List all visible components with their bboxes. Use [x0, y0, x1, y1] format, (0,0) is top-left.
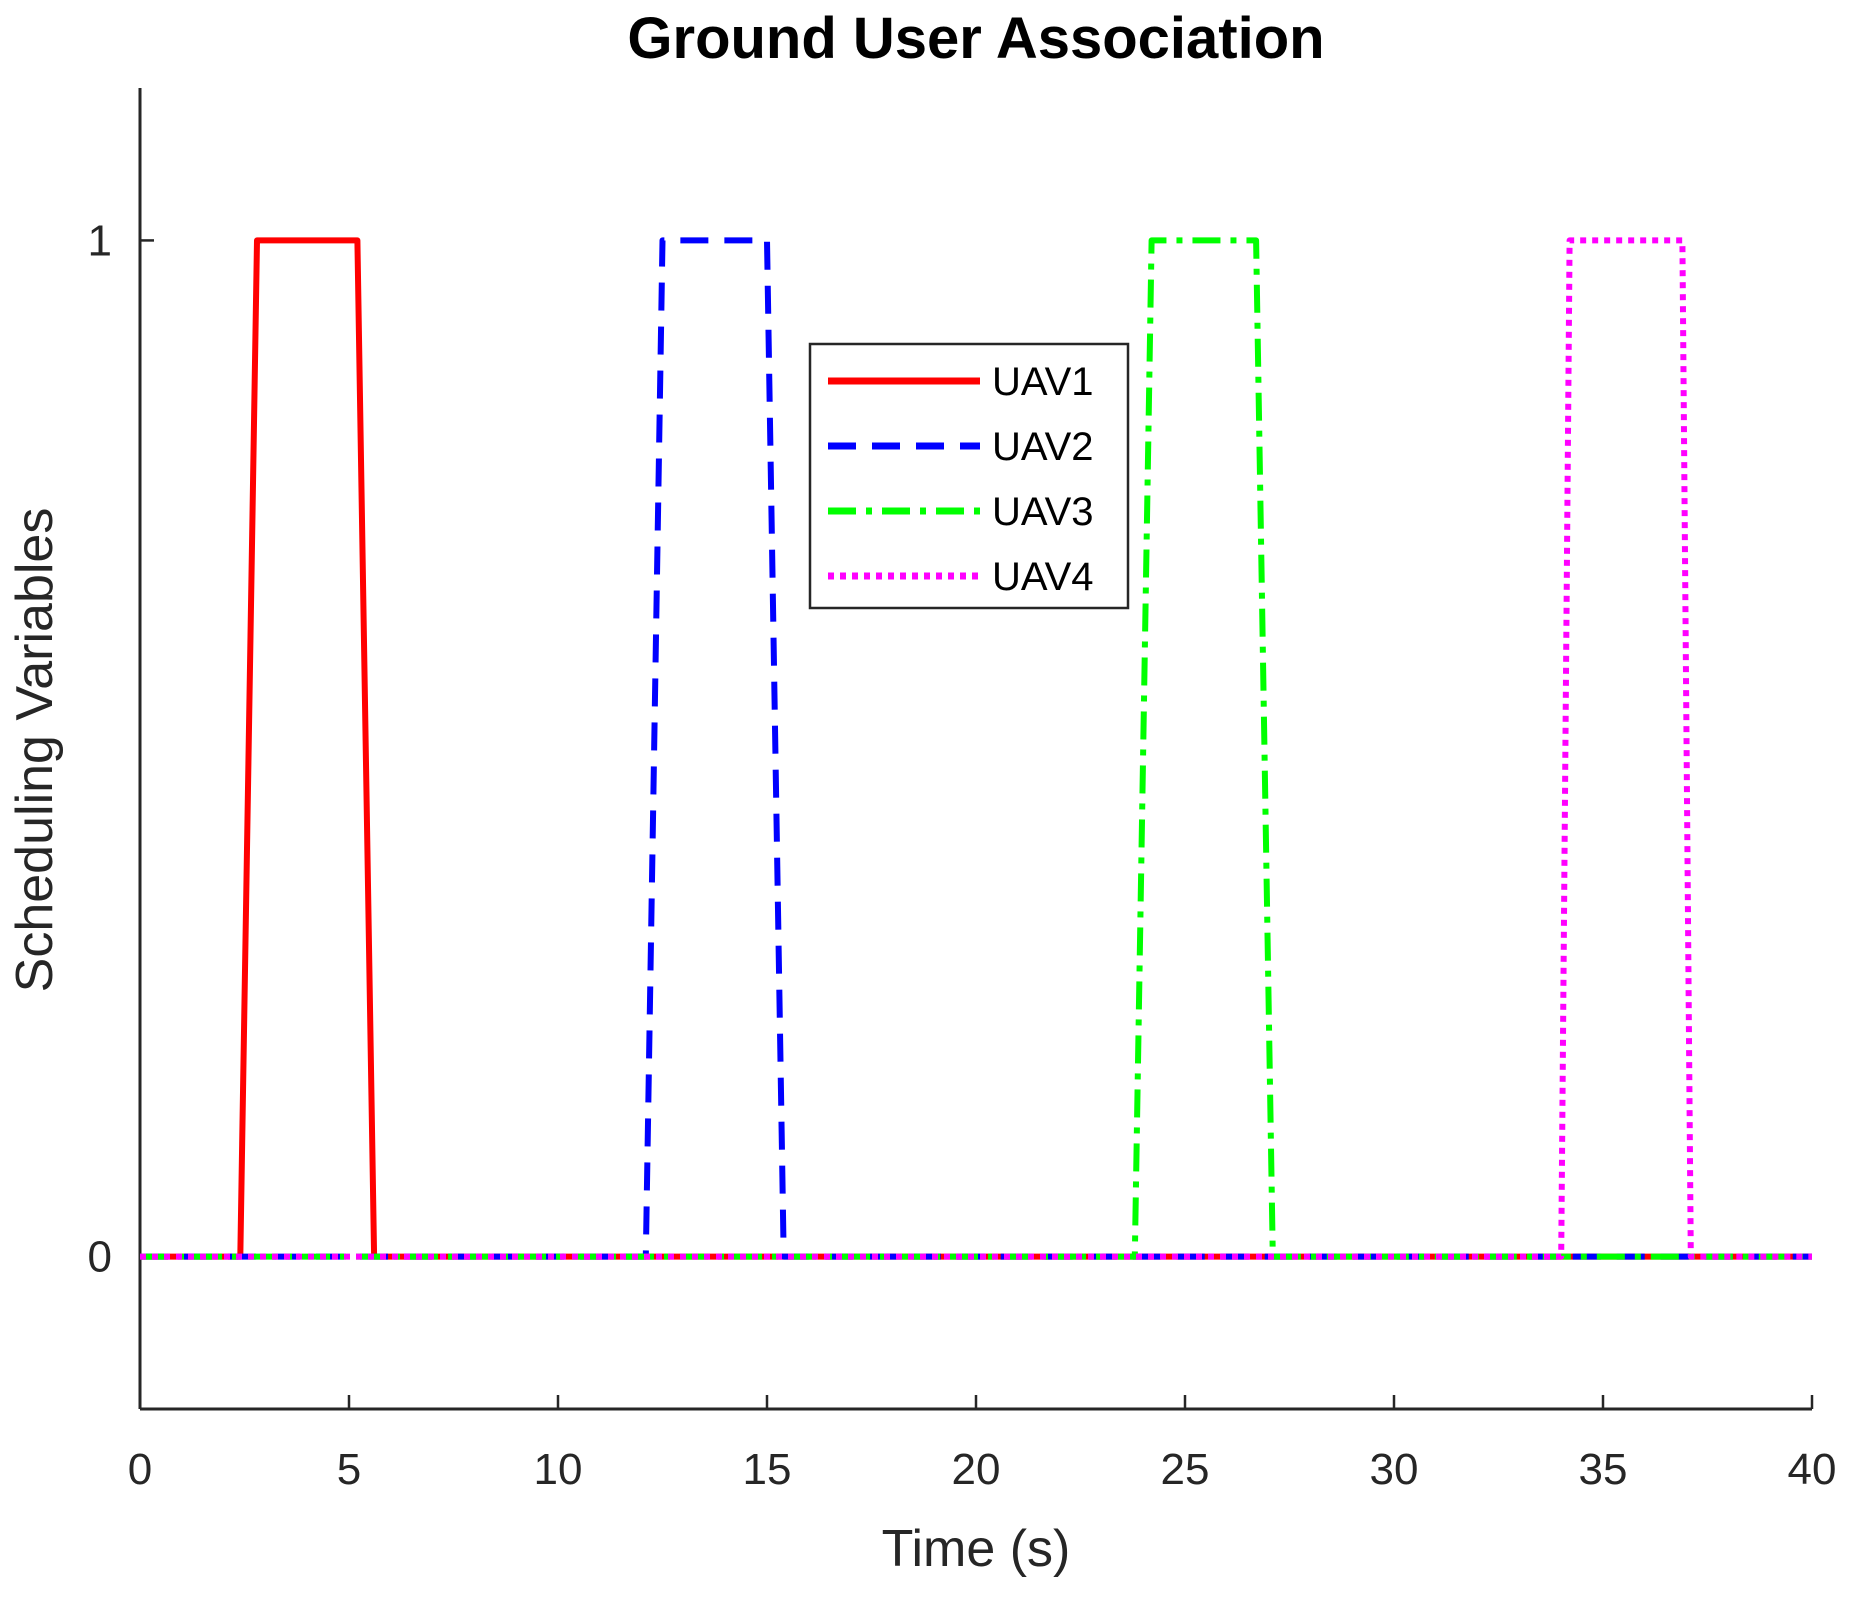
- x-tick-label: 15: [743, 1445, 792, 1494]
- x-tick-label: 20: [952, 1445, 1001, 1494]
- x-tick-label: 35: [1579, 1445, 1628, 1494]
- legend-box: [808, 342, 1130, 610]
- y-tick-label: 0: [88, 1233, 112, 1282]
- chart-title: Ground User Association: [627, 6, 1324, 71]
- x-tick-label: 0: [128, 1445, 152, 1494]
- x-tick-label: 25: [1161, 1445, 1210, 1494]
- x-tick-label: 40: [1788, 1445, 1837, 1494]
- x-tick-label: 5: [337, 1445, 361, 1494]
- legend-label-uav3: UAV3: [992, 490, 1094, 534]
- legend: UAV1 UAV2 UAV3 UAV4: [808, 342, 1130, 610]
- legend-label-uav4: UAV4: [992, 555, 1094, 599]
- plot-area: 0 5 10 15 20 25 30 35 40 0 1: [88, 88, 1837, 1494]
- series-lines: [140, 237, 1812, 1260]
- x-axis-label: Time (s): [882, 1520, 1071, 1578]
- legend-label-uav1: UAV1: [992, 360, 1094, 404]
- legend-label-uav2: UAV2: [992, 425, 1094, 469]
- axis-ticks: 0 5 10 15 20 25 30 35 40 0 1: [88, 216, 1837, 1494]
- y-axis-label: Scheduling Variables: [6, 508, 64, 993]
- x-tick-label: 10: [534, 1445, 583, 1494]
- x-tick-label: 30: [1370, 1445, 1419, 1494]
- y-tick-label: 1: [88, 216, 112, 265]
